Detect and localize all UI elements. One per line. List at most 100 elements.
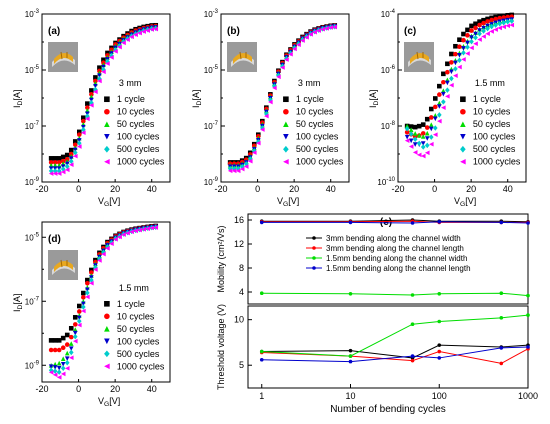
data-point [465, 33, 470, 38]
data-point [428, 126, 434, 132]
data-point [101, 57, 106, 63]
data-point [56, 375, 62, 380]
y-axis-label: ID[A] [191, 90, 203, 108]
data-point [481, 25, 486, 31]
y-tick-label: 10-7 [204, 121, 219, 131]
threshold-point [437, 343, 442, 347]
y-tick-label: 10 [234, 315, 244, 325]
data-point [77, 318, 82, 324]
data-point [304, 35, 309, 40]
data-point [52, 338, 58, 343]
legend-label: 100 cycles [117, 336, 160, 346]
x-tick-label: -20 [35, 384, 48, 394]
legend-marker [104, 96, 110, 103]
data-point [272, 85, 277, 91]
data-point [320, 26, 325, 32]
data-point [493, 27, 498, 32]
data-point [408, 144, 414, 149]
data-point [137, 227, 142, 233]
data-point [72, 315, 78, 320]
data-point [72, 153, 78, 159]
data-point [68, 162, 74, 168]
data-point [437, 104, 442, 109]
data-point [433, 113, 438, 118]
data-point [56, 156, 62, 161]
data-point [93, 267, 98, 272]
legend-marker [283, 133, 289, 140]
data-point [424, 125, 430, 130]
legend-label: 3mm bending along the channel length [326, 244, 464, 253]
data-point [473, 25, 478, 31]
data-point [441, 91, 446, 97]
data-point [449, 69, 454, 75]
data-point [424, 116, 430, 122]
data-point [89, 267, 94, 273]
data-point [129, 34, 134, 40]
data-point [276, 74, 281, 80]
panel-label: (d) [48, 234, 61, 245]
data-point [509, 18, 515, 24]
data-point [85, 101, 90, 106]
data-point [48, 338, 54, 343]
x-axis-label: VG[V] [277, 196, 299, 208]
x-tick-label: 0 [255, 184, 260, 194]
panel-c: -20 0 20 40 10-10 10-8 10-6 10-4 VG[V] ID[A] (c) 1.… [368, 9, 527, 208]
data-point [60, 361, 66, 367]
plot-frame [41, 221, 171, 383]
data-point [68, 349, 74, 356]
data-point [416, 123, 422, 129]
data-point [485, 16, 490, 22]
y-tick-label: 5 [239, 360, 244, 370]
data-point [93, 83, 98, 89]
y-tick-label: 10-5 [25, 232, 40, 242]
data-point [412, 142, 418, 147]
data-point [141, 29, 146, 34]
data-point [60, 154, 66, 160]
data-point [308, 32, 313, 37]
data-point [264, 111, 269, 117]
data-point [81, 115, 86, 121]
data-point [64, 167, 70, 173]
data-point [48, 347, 54, 353]
data-point [437, 83, 442, 89]
data-point [235, 168, 241, 174]
legend-marker [460, 96, 466, 103]
data-point [445, 87, 450, 93]
mobility-point [259, 220, 264, 225]
data-point [465, 44, 470, 50]
data-point [64, 350, 70, 356]
y-tick-label: 10-5 [25, 65, 40, 75]
threshold-point [526, 345, 530, 349]
mobility-point [348, 292, 353, 296]
data-point [296, 42, 301, 48]
data-point [416, 140, 422, 147]
electrode-gap [416, 51, 419, 60]
data-point [52, 372, 58, 378]
data-point [433, 132, 438, 137]
data-point [453, 43, 458, 49]
threshold-point [348, 354, 353, 358]
data-point [101, 69, 106, 75]
data-point [48, 160, 54, 165]
data-point [481, 28, 486, 34]
data-point [64, 152, 70, 158]
data-point [420, 134, 426, 139]
gold-electrodes [54, 52, 73, 64]
data-point [56, 162, 62, 168]
data-point [477, 28, 482, 33]
data-point [105, 50, 110, 56]
data-point [97, 258, 102, 263]
data-point [449, 51, 454, 57]
x-tick-label: 40 [326, 184, 336, 194]
data-point [437, 100, 442, 106]
legend-label: 1 cycle [473, 94, 501, 104]
data-point [481, 20, 486, 26]
data-point [428, 106, 434, 112]
panel-label: (b) [227, 26, 240, 37]
y-tick-label: 10-3 [204, 9, 219, 19]
y-tick-label: 10-8 [381, 121, 396, 131]
data-point [288, 51, 293, 57]
legend-marker [460, 145, 466, 153]
threshold-point [526, 313, 530, 317]
data-point [68, 158, 74, 164]
